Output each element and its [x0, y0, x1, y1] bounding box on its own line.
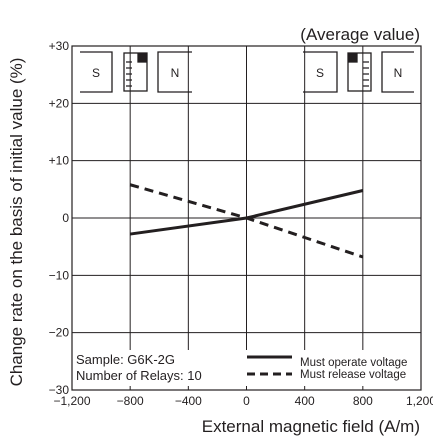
legend-label-operate: Must operate voltage — [300, 357, 407, 369]
series-lines — [129, 183, 364, 259]
magnet-diagram-right: S N — [303, 51, 414, 93]
y-tick-label: +30 — [49, 39, 70, 53]
chart-title: (Average value) — [300, 25, 420, 44]
y-tick-label: −10 — [49, 268, 70, 282]
legend: Must operate voltage Must release voltag… — [243, 350, 419, 386]
plot-frame — [71, 45, 422, 391]
x-tick-label: −400 — [175, 394, 202, 408]
x-tick-label: −800 — [117, 394, 144, 408]
pole-label-s: S — [316, 66, 324, 80]
legend-label-release: Must release voltage — [300, 369, 406, 381]
x-tick-label: 0 — [243, 394, 250, 408]
pole-label-n: N — [171, 66, 180, 80]
magnet-diagram-left: S N — [80, 51, 192, 93]
y-tick-label: −30 — [49, 383, 70, 397]
y-tick-label: +10 — [49, 154, 70, 168]
pole-label-n: N — [394, 66, 403, 80]
x-tick-label: −1,200 — [53, 394, 90, 408]
pole-label-s: S — [92, 66, 100, 80]
y-axis-label: Change rate on the basis of initial valu… — [7, 58, 26, 387]
y-tick-label: +20 — [49, 96, 70, 110]
x-tick-label: 1,200 — [406, 394, 433, 408]
relays-annotation: Number of Relays: 10 — [76, 368, 202, 383]
annotation-box — [72, 350, 236, 386]
x-tick-label: 400 — [295, 394, 315, 408]
tick-labels: −1,200 −800 −400 0 400 800 1,200 −30 −20 −10 0 +10 +… — [49, 39, 433, 408]
sample-annotation: Sample: G6K-2G — [76, 352, 175, 367]
y-tick-label: −20 — [49, 326, 70, 340]
series-line-release — [129, 183, 364, 259]
x-axis-label: External magnetic field (A/m) — [202, 417, 420, 436]
x-tick-label: 800 — [353, 394, 373, 408]
y-tick-label: 0 — [62, 211, 69, 225]
